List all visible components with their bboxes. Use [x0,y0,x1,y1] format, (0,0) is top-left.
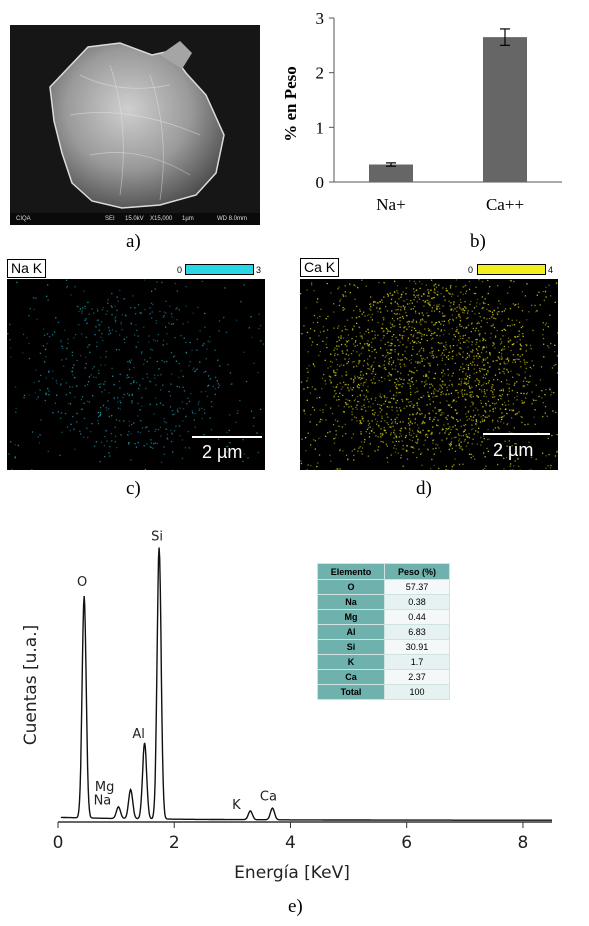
caption-a: a) [126,231,141,252]
ca-colorbar-min: 0 [468,265,474,275]
table-cell-weight: 30.91 [384,639,450,655]
spectrum-x-tick-label: 0 [53,833,64,853]
na-map-label: Na K [7,259,47,278]
table-row: Al 6.83 [317,624,450,640]
spectrum-line [60,547,552,821]
bar-category-label: Ca++ [486,195,524,214]
bar-chart: % en Peso 0 1 2 3 Na+ Ca++ [281,9,562,214]
ca-scale-bar [483,433,550,435]
table-row: Si 30.91 [317,639,450,655]
caption-c: c) [126,478,141,499]
spectrum-x-tick-label: 2 [169,833,180,853]
bar-chart-y-tick-label: 1 [316,118,325,137]
na-element-map: 2 µm [7,279,267,472]
spectrum-x-tick-label: 4 [285,833,296,853]
peak-label-ca: Ca [260,789,277,804]
sem-mode-label: SEI [105,216,115,222]
sem-lab-label: CIQA [16,216,31,222]
peak-label-o: O [77,575,87,590]
na-scale-label: 2 µm [202,442,243,462]
na-svg-dots [7,279,267,472]
table-cell-weight: 100 [384,684,450,700]
caption-d: d) [416,478,432,499]
table-row: O 57.37 [317,579,450,595]
table-cell-weight: 2.37 [384,669,450,685]
na-colorbar-min: 0 [177,265,183,275]
peak-label-al: Al [132,727,145,742]
bar-Naplus [369,164,413,182]
table-row: Mg 0.44 [317,609,450,625]
table-cell-element: Al [317,624,385,640]
sem-scale-label: 1µm [182,216,194,222]
table-cell-weight: 57.37 [384,579,450,595]
table-cell-element: Mg [317,609,385,625]
caption-b: b) [470,231,486,252]
bar-chart-y-tick-label: 3 [316,9,325,28]
ca-scale-label: 2 µm [493,440,534,460]
composition-table: Elemento Peso (%) O 57.37 Na 0.38 Mg 0.44 Al 6.… [317,563,450,700]
sem-kv-label: 15.0kV [125,216,144,222]
peak-label-k: K [232,798,241,813]
sem-particle-image [10,25,260,213]
peak-label-na: Na [94,793,112,808]
peak-label-mg: Mg [95,780,114,795]
ca-colorbar [477,264,546,275]
table-row: Total 100 [317,684,450,700]
table-header-weight: Peso (%) [384,563,450,580]
sem-databar: CIQA SEI 15.0kV X15,000 1µm WD 8.0mm [10,213,260,225]
eds-spectrum: Cuentas [u.a.] Energía [KeV] 0 2 4 6 8ONaMgA… [21,529,552,883]
table-cell-element: O [317,579,385,595]
table-cell-element: Na [317,594,385,610]
table-cell-element: Si [317,639,385,655]
ca-svg-dots [300,279,560,472]
bar-category-label: Na+ [376,195,405,214]
table-header-element: Elemento [317,563,385,580]
bar-Caplusplus [483,37,527,183]
table-cell-weight: 6.83 [384,624,450,640]
na-scale-bar [192,436,262,438]
ca-map-label: Ca K [300,258,340,277]
table-row: Na 0.38 [317,594,450,610]
na-colorbar-max: 3 [256,265,262,275]
sem-wd-label: WD 8.0mm [217,216,247,222]
table-row: Ca 2.37 [317,669,450,685]
table-row: K 1.7 [317,654,450,670]
peak-label-si: Si [151,529,163,544]
table-cell-weight: 0.38 [384,594,450,610]
na-colorbar [185,264,254,275]
bar-chart-y-tick-label: 2 [316,64,325,83]
spectrum-xlabel: Energía [KeV] [234,863,350,883]
sem-mag-label: X15,000 [150,216,173,222]
sem-micrograph: CIQA SEI 15.0kV X15,000 1µm WD 8.0mm [10,25,260,225]
bar-chart-y-tick-label: 0 [316,173,325,192]
table-cell-weight: 1.7 [384,654,450,670]
table-cell-element: K [317,654,385,670]
table-cell-element: Total [317,684,385,700]
spectrum-ylabel: Cuentas [u.a.] [21,625,41,746]
bar-chart-ylabel: % en Peso [281,66,300,142]
spectrum-x-tick-label: 8 [518,833,529,853]
composition-table-wrap: Elemento Peso (%) O 57.37 Na 0.38 Mg 0.44 Al 6.… [317,563,450,700]
table-cell-weight: 0.44 [384,609,450,625]
table-cell-element: Ca [317,669,385,685]
ca-element-map: 2 µm [300,279,560,472]
spectrum-x-tick-label: 6 [401,833,412,853]
ca-colorbar-max: 4 [548,265,554,275]
caption-e: e) [288,896,303,917]
